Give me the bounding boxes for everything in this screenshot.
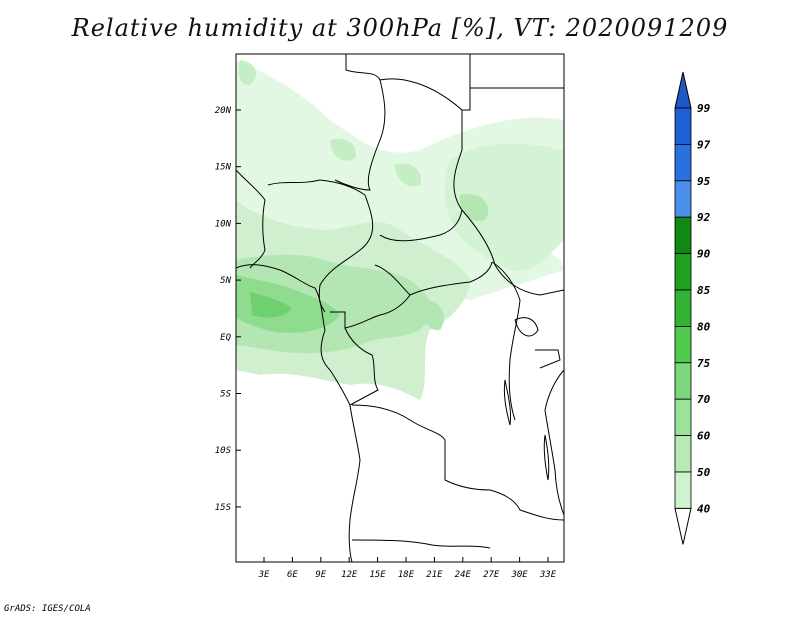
colorbar-swatch — [674, 216, 692, 254]
colorbar-swatch — [674, 180, 692, 218]
lon-tick-label: 3E — [258, 570, 270, 580]
lon-tick-label: 21E — [426, 570, 443, 580]
border-drc-west — [344, 327, 379, 406]
chart-title: Relative humidity at 300hPa [%], VT: 202… — [71, 14, 729, 42]
border-libya — [334, 54, 386, 191]
lake-tanganyika — [503, 379, 511, 426]
colorbar: 99 97 95 92 90 85 80 75 70 60 50 40 — [674, 71, 711, 545]
colorbar-level-label: 50 — [697, 466, 711, 479]
colorbar-level-label: 60 — [697, 430, 711, 443]
border-congo — [330, 294, 411, 329]
colorbar-swatch — [674, 325, 692, 364]
colorbar-level-label: 95 — [697, 175, 711, 188]
lon-tick-label: 27E — [483, 570, 500, 580]
colorbar-level-label: 90 — [697, 248, 711, 261]
lat-tick-label: 20N — [215, 106, 232, 116]
colorbar-swatch — [674, 143, 692, 182]
lat-tick-label: 15N — [215, 163, 232, 173]
lake-malawi — [543, 434, 550, 481]
border-nigeria-cameroon — [318, 194, 374, 313]
colorbar-level-label: 97 — [697, 138, 711, 151]
colorbar-swatch — [674, 435, 692, 473]
colorbar-level-label: 80 — [697, 320, 711, 333]
map-frame — [235, 53, 565, 563]
humidity-patch-3 — [459, 194, 489, 222]
border-west-africa — [236, 169, 266, 269]
colorbar-arrow-bottom — [674, 507, 692, 545]
colorbar-swatch — [674, 253, 692, 291]
lat-tick-label: 5S — [220, 390, 231, 400]
border-angola-namibia — [351, 539, 491, 549]
colorbar-level-label: 92 — [697, 211, 711, 224]
lake-victoria — [514, 317, 539, 337]
colorbar-level-label: 99 — [697, 102, 711, 115]
lat-tick-label: EQ — [220, 333, 231, 343]
country-borders — [236, 54, 564, 562]
humidity-area-core — [236, 275, 340, 333]
lat-tick-label: 5N — [220, 276, 231, 286]
border-niger-nigeria — [267, 179, 366, 196]
coastline-west — [236, 264, 361, 562]
colorbar-swatch — [674, 289, 692, 327]
colorbar-swatch — [674, 362, 692, 400]
colorbar-swatch — [674, 398, 692, 437]
border-mid-small — [535, 349, 561, 369]
coastline-east — [544, 369, 564, 516]
lon-tick-label: 24E — [455, 570, 472, 580]
lat-tick-label: 15S — [215, 503, 232, 513]
lat-tick-label: 10N — [215, 219, 232, 229]
credit-label: GrADS: IGES/COLA — [4, 604, 91, 614]
humidity-patch-5 — [238, 60, 257, 85]
border-niger-chad — [379, 78, 463, 150]
colorbar-arrow-top — [674, 71, 692, 109]
humidity-shading — [236, 60, 564, 400]
colorbar-swatch — [674, 471, 692, 509]
longitude-axis: 3E 6E 9E 12E 15E 18E 21E 24E 27E 30E 33E — [258, 557, 557, 580]
humidity-area-core2 — [250, 292, 292, 318]
latitude-axis: 20N 15N 10N 5N EQ 5S 10S 15S — [215, 106, 241, 513]
lat-tick-label: 10S — [215, 446, 232, 456]
border-drc-angola — [351, 404, 446, 480]
lon-tick-label: 15E — [369, 570, 386, 580]
border-zambia — [444, 479, 564, 521]
colorbar-level-label: 85 — [697, 284, 711, 297]
lon-tick-label: 30E — [510, 570, 528, 580]
humidity-patch-4 — [423, 300, 445, 331]
border-car-south — [374, 261, 493, 296]
border-egypt-sudan — [462, 54, 471, 111]
colorbar-level-label: 40 — [697, 502, 711, 515]
humidity-patch-1 — [330, 138, 356, 161]
border-chad-car — [379, 209, 463, 242]
humidity-area-east — [444, 143, 564, 271]
border-sudan-ssudan — [453, 149, 564, 296]
border-drc-east — [491, 261, 521, 421]
lon-tick-label: 12E — [341, 570, 358, 580]
lon-tick-label: 33E — [539, 570, 557, 580]
lon-tick-label: 6E — [287, 570, 298, 580]
humidity-patch-2 — [395, 163, 421, 187]
lon-tick-label: 9E — [315, 570, 326, 580]
colorbar-level-label: 70 — [697, 393, 711, 406]
colorbar-swatch — [674, 107, 692, 145]
colorbar-level-label: 75 — [697, 357, 711, 370]
lon-tick-label: 18E — [398, 570, 415, 580]
